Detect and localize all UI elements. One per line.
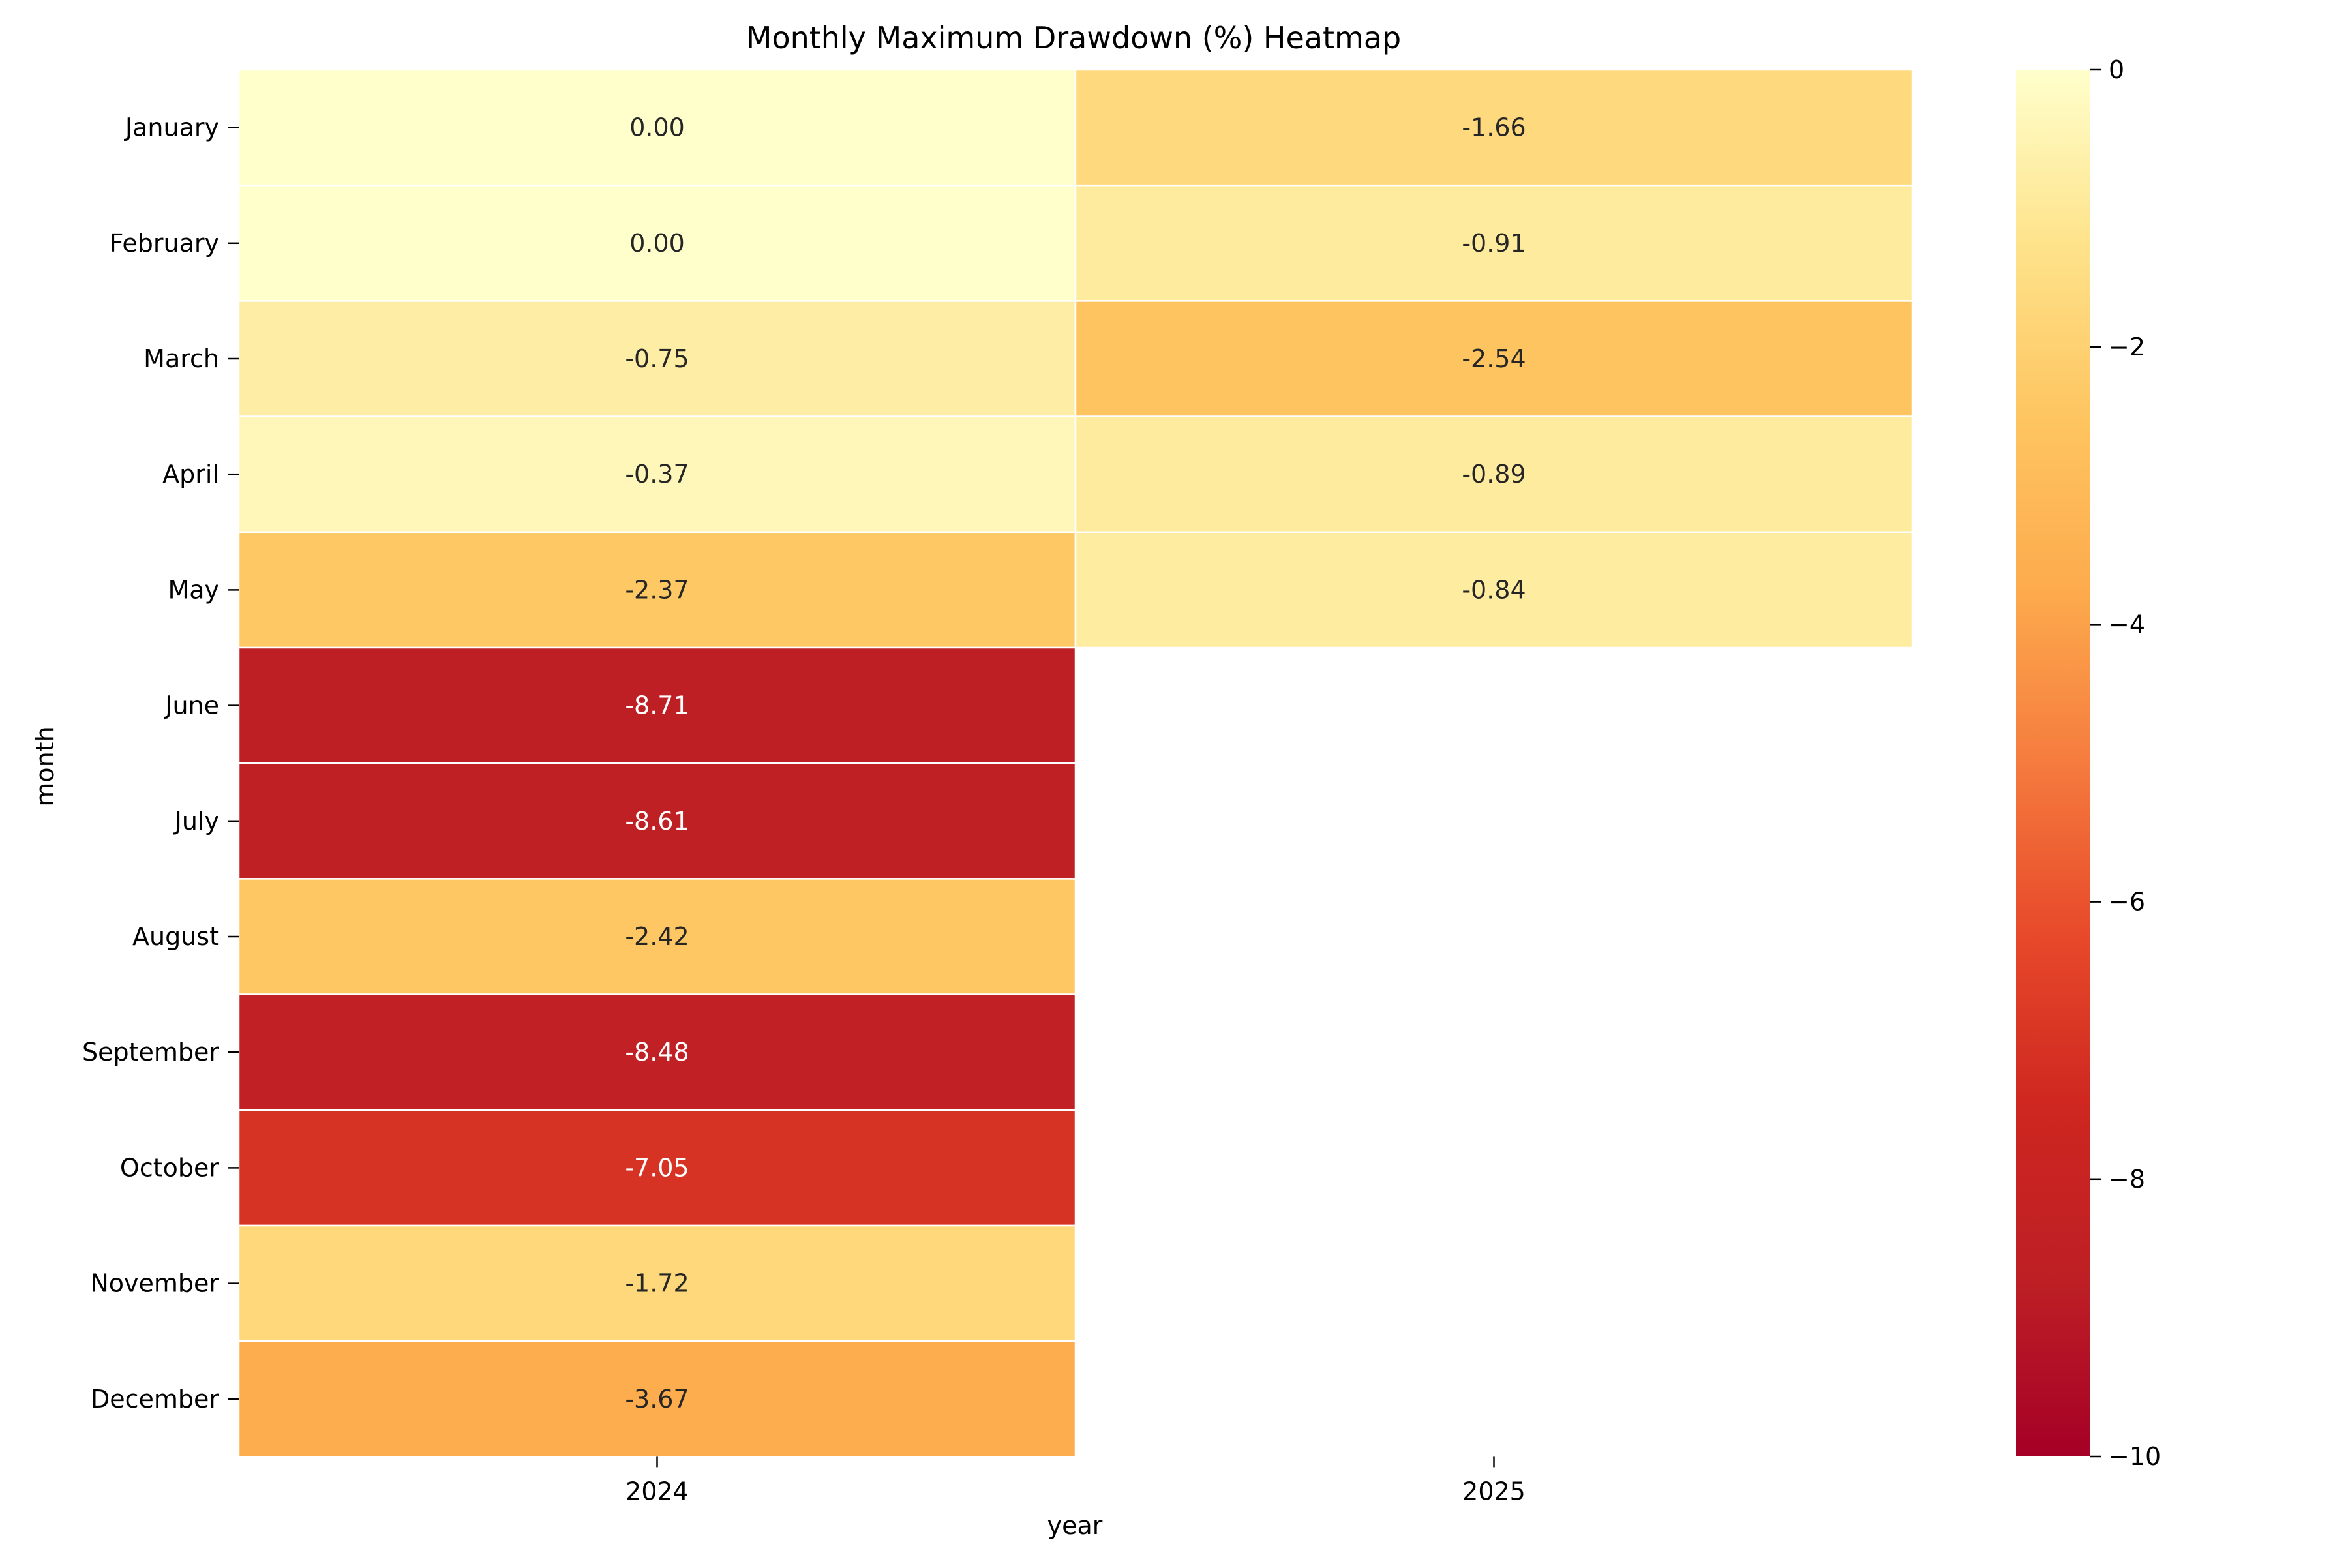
colorbar-tick-label: −2: [2109, 333, 2145, 361]
heatmap-cell: [1074, 300, 1914, 417]
cell-value-label: -0.37: [625, 460, 689, 489]
heatmap-cell: [1074, 184, 1914, 302]
heatmap-cell: [237, 646, 1077, 764]
heatmap-cell: [237, 300, 1077, 417]
y-axis: January February March April May June July Augu…: [82, 113, 239, 1413]
heatmap-cell: [237, 762, 1077, 880]
cell-value-label: -0.89: [1462, 460, 1526, 489]
heatmap-cells: [237, 68, 1914, 1458]
y-tick-label: October: [120, 1153, 219, 1182]
cell-value-label: -2.54: [1462, 344, 1526, 373]
colorbar-ticks: 0 −2 −4 −6 −8 −10: [2090, 55, 2161, 1471]
cell-value-label: -2.37: [625, 575, 689, 604]
heatmap-cell: [237, 1109, 1077, 1227]
heatmap-cell: [1074, 531, 1914, 649]
cell-value-label: -1.66: [1462, 113, 1526, 142]
colorbar-tick-label: 0: [2109, 55, 2124, 84]
cell-value-label: -0.84: [1462, 575, 1526, 604]
colorbar-tick-label: −10: [2109, 1442, 2161, 1471]
chart-title: Monthly Maximum Drawdown (%) Heatmap: [746, 20, 1402, 55]
cell-value-label: -7.05: [625, 1153, 689, 1182]
y-tick-label: September: [82, 1038, 219, 1066]
heatmap-cell: [237, 993, 1077, 1111]
cell-value-label: -2.42: [625, 922, 689, 951]
colorbar: 0 −2 −4 −6 −8 −10: [2016, 55, 2161, 1471]
y-tick-label: December: [91, 1385, 219, 1413]
y-tick-label: April: [162, 460, 219, 489]
cell-value-label: -8.71: [625, 691, 689, 720]
cell-value-label: -3.67: [625, 1385, 689, 1413]
x-tick-label: 2024: [625, 1477, 689, 1505]
heatmap-cell: [1074, 68, 1914, 187]
cell-value-label: -0.75: [625, 344, 689, 373]
y-tick-label: May: [168, 575, 219, 604]
cell-value-label: 0.00: [629, 113, 685, 142]
heatmap-cell: [237, 1340, 1077, 1458]
heatmap-cell: [237, 68, 1077, 187]
colorbar-tick-label: −8: [2109, 1165, 2145, 1194]
x-tick-label: 2025: [1462, 1477, 1526, 1505]
cell-value-label: -8.61: [625, 807, 689, 836]
x-axis: 2024 2025: [625, 1456, 1526, 1505]
y-tick-label: March: [143, 344, 219, 373]
heatmap-cell: [237, 184, 1077, 302]
y-tick-label: January: [124, 113, 219, 142]
y-tick-label: February: [110, 229, 219, 258]
cell-value-label: -8.48: [625, 1038, 689, 1066]
y-tick-label: July: [173, 807, 219, 836]
cell-value-labels: 0.00 -1.66 0.00 -0.91 -0.75 -2.54 -0.37 -0.89 -2…: [625, 113, 1526, 1413]
colorbar-tick-label: −6: [2109, 888, 2145, 916]
x-axis-label: year: [1047, 1511, 1103, 1540]
y-axis-label: month: [31, 726, 59, 806]
y-tick-label: June: [164, 691, 219, 720]
heatmap-cell: [1074, 415, 1914, 534]
y-tick-label: August: [132, 922, 219, 951]
colorbar-gradient: [2016, 70, 2090, 1456]
colorbar-tick-label: −4: [2109, 610, 2145, 639]
cell-value-label: 0.00: [629, 229, 685, 258]
cell-value-label: -0.91: [1462, 229, 1526, 258]
heatmap-cell: [237, 878, 1077, 995]
cell-value-label: -1.72: [625, 1269, 689, 1298]
y-tick-label: November: [90, 1269, 219, 1298]
